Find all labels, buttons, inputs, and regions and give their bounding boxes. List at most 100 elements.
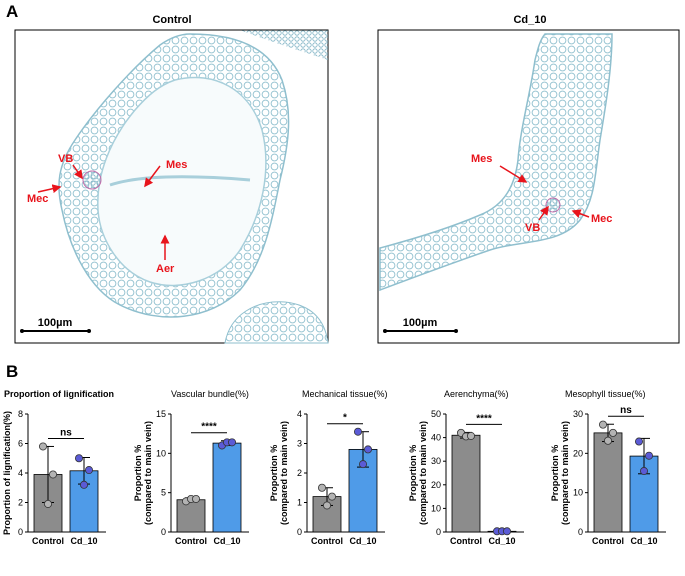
x-category-label: Control xyxy=(175,536,207,546)
annotation-mec-cd10-arrow xyxy=(571,209,590,218)
chart-2: Vascular bundle(%) Proportion % (compared … xyxy=(133,389,249,546)
annotation-vb-arrow xyxy=(72,164,83,180)
x-category-label: Control xyxy=(311,536,343,546)
micrograph-control-title: Control xyxy=(152,14,191,26)
bar-control xyxy=(451,434,481,533)
chart-title: Aerenchyma(%) xyxy=(444,389,509,399)
micrograph-cd10: Cd_10 Mes VB Mec 100µm xyxy=(377,14,680,344)
annotation-mes-cd10-arrow xyxy=(499,165,528,183)
panel-b-label: B xyxy=(6,362,18,381)
data-point xyxy=(640,467,649,476)
data-point xyxy=(502,527,511,536)
data-point xyxy=(604,436,613,445)
y-tick-label: 3 xyxy=(297,439,302,449)
significance-label: ns xyxy=(60,427,72,438)
y-tick-label: 30 xyxy=(431,456,441,466)
data-point xyxy=(80,480,89,489)
y-tick-label: 0 xyxy=(297,527,302,537)
annotation-mec-arrow xyxy=(37,184,62,194)
y-tick-label: 1 xyxy=(297,498,302,508)
data-point xyxy=(609,428,618,437)
significance-label: **** xyxy=(201,422,217,433)
significance-label: * xyxy=(343,413,347,424)
y-tick-label: 4 xyxy=(297,409,302,419)
annotation-mes-arrow xyxy=(144,165,161,188)
panel-a-label: A xyxy=(6,2,18,21)
y-tick-label: 50 xyxy=(431,409,441,419)
micrograph-control: Control VB Mec Mes Aer 100µm xyxy=(14,14,329,344)
annotation-mec: Mec xyxy=(27,193,48,205)
data-point xyxy=(39,442,48,451)
annotation-mes-cd10: Mes xyxy=(471,153,492,165)
annotation-mec-cd10: Mec xyxy=(591,213,612,225)
micrograph-cd10-title: Cd_10 xyxy=(513,14,546,26)
data-point xyxy=(358,460,367,469)
chart-1: Proportion of lignification Proportion of… xyxy=(2,389,114,546)
annotation-vb-cd10-arrow xyxy=(538,205,549,221)
y-tick-label: 2 xyxy=(297,468,302,478)
bar-cd_10 xyxy=(212,442,242,533)
x-category-label: Cd_10 xyxy=(349,536,376,546)
data-point xyxy=(49,470,58,479)
y-tick-label: 10 xyxy=(156,448,166,458)
chart-4: Aerenchyma(%) Proportion % (compared to ma… xyxy=(408,389,524,546)
panel-b-charts: Proportion of lignification Proportion of… xyxy=(2,389,666,546)
y-tick-label: 4 xyxy=(18,468,23,478)
bar-control xyxy=(176,499,206,533)
x-category-label: Control xyxy=(592,536,624,546)
x-category-label: Control xyxy=(32,536,64,546)
y-axis-label: Proportion of lignification(%) xyxy=(2,411,12,535)
y-axis-label: Proportion % xyxy=(550,445,560,502)
y-axis-label-secondary: (compared to main vein) xyxy=(143,421,153,525)
y-tick-label: 6 xyxy=(18,439,23,449)
data-point xyxy=(75,454,84,463)
y-axis-label-secondary: (compared to main vein) xyxy=(279,421,289,525)
annotation-mes: Mes xyxy=(166,159,187,171)
significance-label: ns xyxy=(620,405,632,416)
significance-label: **** xyxy=(476,413,492,424)
scale-bar-control-label: 100µm xyxy=(38,317,73,329)
chart-3: Mechanical tissue(%) Proportion % (compare… xyxy=(269,389,388,546)
x-category-label: Cd_10 xyxy=(213,536,240,546)
y-tick-label: 8 xyxy=(18,409,23,419)
y-tick-label: 10 xyxy=(573,488,583,498)
data-point xyxy=(645,451,654,460)
annotation-vb: VB xyxy=(58,153,73,165)
data-point xyxy=(85,466,94,475)
annotation-vb-cd10: VB xyxy=(525,222,540,234)
y-axis-label: Proportion % xyxy=(133,445,143,502)
data-point xyxy=(327,492,336,501)
x-category-label: Cd_10 xyxy=(488,536,515,546)
y-tick-label: 0 xyxy=(436,527,441,537)
y-axis-label: Proportion % xyxy=(269,445,279,502)
x-category-label: Cd_10 xyxy=(70,536,97,546)
data-point xyxy=(227,438,236,447)
y-tick-label: 40 xyxy=(431,433,441,443)
y-tick-label: 2 xyxy=(18,498,23,508)
leaf-cross-section-cd10 xyxy=(379,33,613,292)
data-point xyxy=(191,494,200,503)
data-point xyxy=(363,445,372,454)
x-category-label: Control xyxy=(450,536,482,546)
y-tick-label: 0 xyxy=(578,527,583,537)
chart-title: Mechanical tissue(%) xyxy=(302,389,388,399)
x-category-label: Cd_10 xyxy=(630,536,657,546)
leaf-cross-section-control xyxy=(58,30,329,344)
y-axis-label-secondary: (compared to main vein) xyxy=(418,421,428,525)
data-point xyxy=(353,427,362,436)
y-axis-label: Proportion % xyxy=(408,445,418,502)
data-point xyxy=(635,437,644,446)
y-tick-label: 0 xyxy=(18,527,23,537)
y-tick-label: 30 xyxy=(573,409,583,419)
data-point xyxy=(466,431,475,440)
chart-5: Mesophyll tissue(%) Proportion % (compared… xyxy=(550,389,666,546)
data-point xyxy=(44,499,53,508)
y-tick-label: 10 xyxy=(431,503,441,513)
data-point xyxy=(599,420,608,429)
y-tick-label: 15 xyxy=(156,409,166,419)
chart-title: Mesophyll tissue(%) xyxy=(565,389,646,399)
data-point xyxy=(322,501,331,510)
chart-title: Vascular bundle(%) xyxy=(171,389,249,399)
y-tick-label: 20 xyxy=(573,448,583,458)
